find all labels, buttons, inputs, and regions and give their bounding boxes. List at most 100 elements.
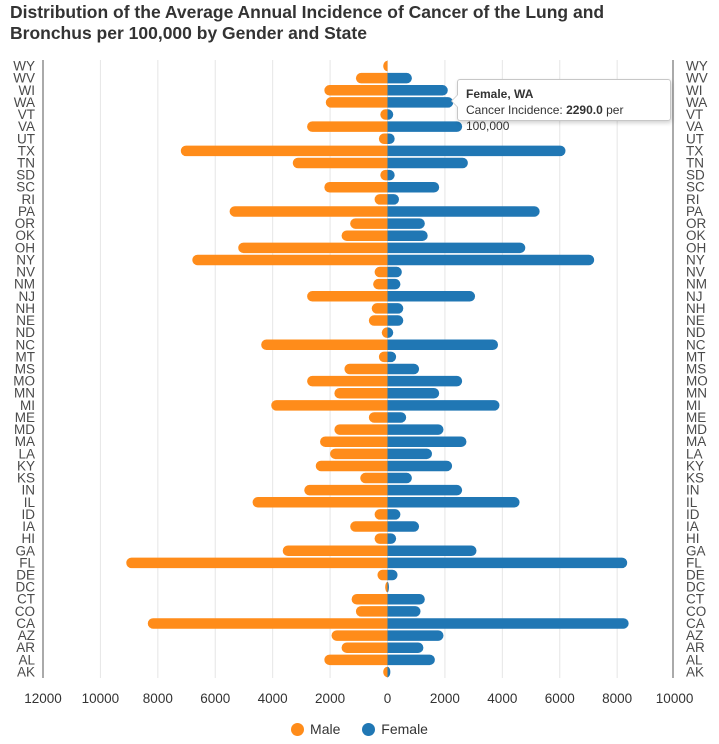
bar-female-de[interactable] [387,569,398,581]
bar-male-id[interactable] [374,509,388,520]
bar-female-il[interactable] [387,497,520,508]
bar-male-tx[interactable] [180,145,388,157]
bar-male-mn[interactable] [334,387,388,399]
bar-male-nh[interactable] [371,303,388,314]
bar-female-nm[interactable] [387,278,401,290]
bar-female-ct[interactable] [387,593,425,605]
bar-male-in[interactable] [304,484,388,496]
bar-female-co[interactable] [387,606,421,617]
bar-female-md[interactable] [387,424,444,435]
bar-female-wa[interactable] [387,97,454,108]
bar-female-wi[interactable] [387,85,448,96]
bar-male-sd[interactable] [380,169,388,181]
bar-male-me[interactable] [368,412,388,423]
bar-male-tn[interactable] [292,157,388,169]
bar-female-ar[interactable] [387,642,424,653]
bar-female-pa[interactable] [387,206,540,217]
bar-female-ca[interactable] [387,618,629,629]
bar-male-pa[interactable] [229,206,388,217]
bar-female-nv[interactable] [387,266,402,278]
bar-female-nd[interactable] [387,327,394,338]
bar-male-ok[interactable] [341,230,388,241]
bar-female-wv[interactable] [387,72,412,84]
bar-female-me[interactable] [387,412,407,423]
bar-female-id[interactable] [387,509,401,520]
bar-male-mi[interactable] [271,400,388,411]
bar-female-nh[interactable] [387,303,404,314]
bar-male-wa[interactable] [325,97,388,108]
bar-female-mo[interactable] [387,375,463,387]
bar-female-ak[interactable] [387,666,391,678]
bar-female-vt[interactable] [387,109,394,120]
bar-female-ok[interactable] [387,230,428,241]
bar-male-ms[interactable] [344,363,388,375]
bar-male-nm[interactable] [373,278,388,290]
bar-male-ct[interactable] [351,593,388,605]
bar-male-or[interactable] [350,218,388,229]
bar-male-vt[interactable] [380,109,388,120]
bar-female-ky[interactable] [387,460,453,472]
bar-male-mo[interactable] [307,375,388,387]
bar-female-ne[interactable] [387,315,404,326]
bar-male-ne[interactable] [368,315,388,326]
bar-female-mi[interactable] [387,400,500,411]
bar-female-al[interactable] [387,654,435,666]
bar-male-sc[interactable] [324,181,388,193]
bar-male-nj[interactable] [307,291,388,302]
bar-female-va[interactable] [387,121,463,132]
bar-female-hi[interactable] [387,533,397,544]
bar-male-nv[interactable] [374,266,388,278]
bar-female-sd[interactable] [387,169,395,181]
bar-male-ar[interactable] [341,642,388,653]
bar-male-nc[interactable] [261,339,388,351]
bar-male-ny[interactable] [192,254,388,266]
bar-male-wi[interactable] [324,85,388,96]
bar-male-ma[interactable] [320,436,388,447]
bar-male-mt[interactable] [378,351,388,363]
bar-male-ca[interactable] [147,618,388,629]
bar-male-ga[interactable] [282,545,388,557]
bar-female-ny[interactable] [387,254,595,266]
bar-male-hi[interactable] [374,533,388,544]
bar-male-nd[interactable] [381,327,388,338]
bar-female-ut[interactable] [387,133,395,145]
bar-female-ma[interactable] [387,436,467,447]
bar-female-dc[interactable] [387,581,389,593]
bar-female-ms[interactable] [387,363,420,375]
bar-female-fl[interactable] [387,557,628,569]
bar-female-or[interactable] [387,218,425,229]
bar-male-az[interactable] [331,630,388,641]
bar-female-ri[interactable] [387,194,399,205]
bar-male-ky[interactable] [315,460,388,472]
bar-female-tx[interactable] [387,145,566,157]
bar-male-dc[interactable] [385,581,388,593]
bar-male-ks[interactable] [360,472,388,484]
bar-female-nc[interactable] [387,339,499,351]
bar-male-ri[interactable] [374,194,388,205]
bar-male-md[interactable] [334,424,388,435]
bar-female-nj[interactable] [387,291,476,302]
bar-male-co[interactable] [355,606,388,617]
bar-female-az[interactable] [387,630,444,641]
legend-item-female[interactable]: Female [362,721,428,737]
bar-female-oh[interactable] [387,242,526,254]
bar-female-tn[interactable] [387,157,468,169]
bar-female-ga[interactable] [387,545,477,557]
bar-male-il[interactable] [252,497,388,508]
bar-male-ut[interactable] [378,133,388,145]
bar-female-in[interactable] [387,484,463,496]
bar-male-la[interactable] [330,448,388,460]
bar-female-ks[interactable] [387,472,412,484]
bar-male-wv[interactable] [355,72,388,84]
bar-male-al[interactable] [324,654,388,666]
bar-female-mt[interactable] [387,351,397,363]
bar-male-va[interactable] [307,121,388,132]
bar-male-ia[interactable] [350,521,388,532]
bar-female-ia[interactable] [387,521,420,532]
bar-female-mn[interactable] [387,387,440,399]
bar-female-la[interactable] [387,448,432,460]
bar-female-sc[interactable] [387,181,440,193]
bar-male-fl[interactable] [126,557,388,569]
bar-male-oh[interactable] [238,242,388,254]
legend-item-male[interactable]: Male [291,721,340,737]
